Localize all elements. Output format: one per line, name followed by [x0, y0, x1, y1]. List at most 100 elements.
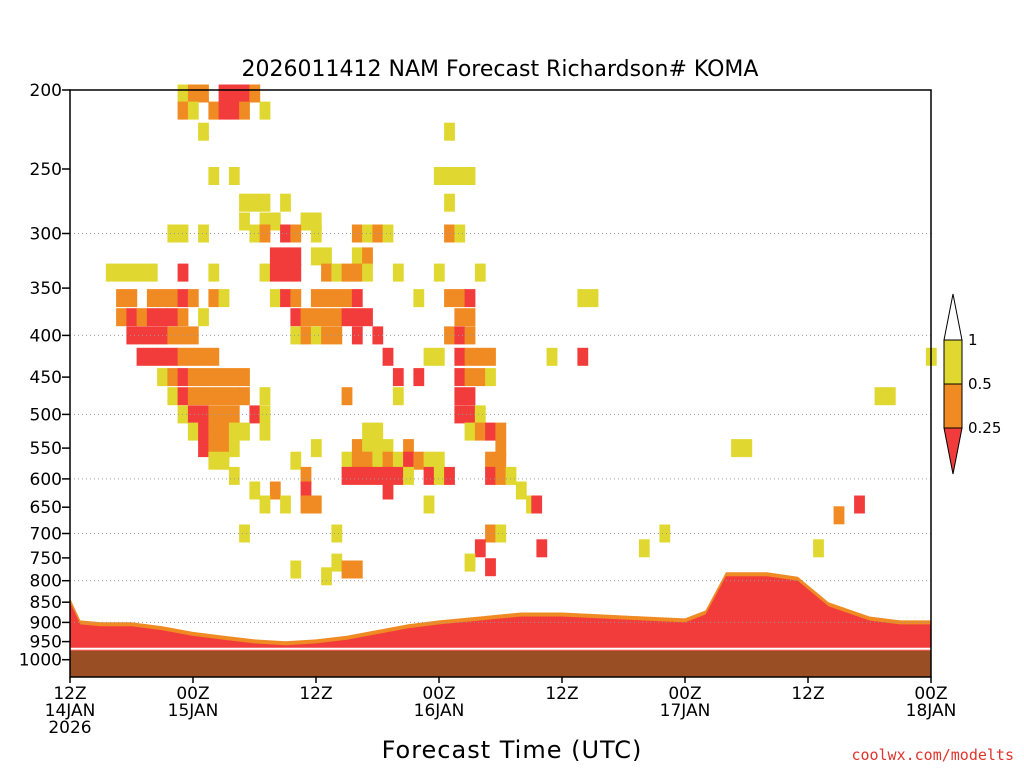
ri-cell [485, 347, 496, 366]
ri-cell [218, 84, 230, 103]
ri-cell [403, 466, 414, 485]
ri-cell [341, 560, 353, 579]
ri-cell [382, 466, 394, 485]
ri-cell [433, 451, 445, 470]
ri-cell [269, 481, 281, 500]
ri-cell [290, 560, 302, 579]
ri-cell [105, 263, 117, 282]
ri-cell [198, 405, 209, 424]
ri-cell [239, 524, 250, 543]
ri-cell [474, 263, 486, 282]
ri-cell [351, 263, 363, 282]
ri-cell [146, 326, 158, 345]
ri-cell [290, 289, 302, 308]
ri-cell [423, 451, 435, 470]
y-tick-label: 250 [30, 160, 62, 180]
ri-cell [433, 167, 445, 185]
ri-cell [259, 263, 271, 282]
ri-cell [741, 439, 753, 458]
color-legend: 1 0.5 0.25 [943, 293, 1001, 475]
ri-cell [208, 347, 220, 366]
ri-cell [208, 289, 220, 308]
ri-cell [239, 193, 250, 212]
ri-cell [167, 347, 179, 366]
x-tick-label: 00Z [668, 684, 701, 704]
ri-cell [116, 263, 127, 282]
x-tick-label: 14JAN [45, 701, 96, 721]
ri-cell [372, 224, 384, 243]
x-tick-label: 15JAN [168, 701, 219, 721]
ri-cell [187, 84, 199, 103]
ri-cell [239, 387, 250, 406]
y-tick-label: 200 [30, 81, 62, 101]
ri-cell [177, 347, 189, 366]
legend-label-1: 1 [968, 331, 978, 349]
ri-cell [259, 224, 271, 243]
ri-cell [239, 212, 250, 231]
ri-cell [331, 289, 343, 308]
plot-frame [69, 89, 932, 678]
plot-area [69, 84, 937, 678]
ri-cell [208, 451, 220, 470]
ri-cell [310, 247, 322, 266]
ri-cell [177, 289, 189, 308]
ri-cell [218, 289, 230, 308]
ri-cell [218, 451, 230, 470]
ri-cell [351, 224, 363, 243]
ri-cell [157, 289, 168, 308]
ri-cell [198, 122, 209, 141]
ri-cell [423, 466, 435, 485]
x-axis-label: Forecast Time (UTC) [382, 736, 643, 764]
ri-cell [444, 167, 455, 185]
ri-cell [515, 481, 527, 500]
ri-cell [485, 422, 496, 441]
ri-cell [464, 289, 476, 308]
ri-cell [187, 347, 199, 366]
ri-cell [362, 439, 373, 458]
ri-cell [280, 193, 291, 212]
ri-cell [187, 101, 199, 120]
ri-cell [198, 347, 209, 366]
ri-cell [126, 289, 138, 308]
ri-cell [300, 212, 312, 231]
ri-cell [413, 289, 425, 308]
ri-cell [464, 387, 476, 406]
ri-cell [126, 326, 138, 345]
surface-layer-band [70, 576, 931, 651]
x-tick-label: 12Z [299, 684, 332, 704]
ri-cell [423, 347, 435, 366]
ri-cell [874, 387, 886, 406]
ri-cell [474, 405, 486, 424]
ri-cell [239, 101, 250, 120]
ri-cell [474, 422, 486, 441]
ri-cell [290, 451, 302, 470]
ri-cell [146, 308, 158, 327]
ri-cell [321, 567, 332, 586]
ri-cell [362, 451, 373, 470]
ri-cell [382, 347, 394, 366]
legend-label-0.5: 0.5 [968, 375, 992, 393]
ri-cell [157, 308, 168, 327]
ri-cell [228, 439, 240, 458]
ri-cell [208, 387, 220, 406]
ri-cell [280, 224, 291, 243]
ri-cell [485, 451, 496, 470]
ri-cell [228, 167, 240, 185]
ri-cell [351, 308, 363, 327]
ri-cell [177, 101, 189, 120]
ri-cell [218, 405, 230, 424]
y-tick-label: 650 [30, 498, 62, 518]
ri-cell [884, 387, 896, 406]
ri-cell [485, 466, 496, 485]
ri-cell [392, 368, 404, 387]
ri-cell [177, 368, 189, 387]
ri-cell [331, 326, 343, 345]
ri-cell [372, 466, 384, 485]
ri-cell [485, 368, 496, 387]
ri-cell [444, 289, 455, 308]
ri-cell [290, 326, 302, 345]
ri-cell [239, 84, 250, 103]
ri-cell [474, 368, 486, 387]
y-tick-label: 500 [30, 405, 62, 425]
ri-cell [177, 263, 189, 282]
